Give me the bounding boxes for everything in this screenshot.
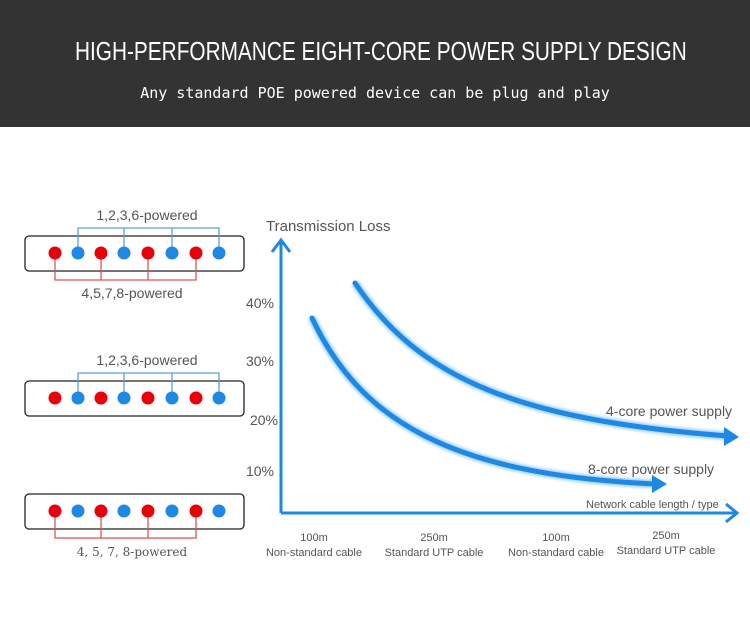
x-tick-type: Non-standard cable xyxy=(508,547,604,559)
y-tick: 40% xyxy=(246,295,274,311)
red-pin xyxy=(48,246,62,260)
rj45-connector: 1,2,3,6-powered 4,5,7,8-powered xyxy=(24,207,245,301)
connector-body xyxy=(24,380,245,417)
series-label-4-core: 4-core power supply xyxy=(606,403,732,419)
red-pin xyxy=(94,246,108,260)
red-pin xyxy=(189,246,203,260)
rj45-connector: 1,2,3,6-powered xyxy=(24,352,245,417)
blue-pin xyxy=(165,391,179,405)
y-tick: 10% xyxy=(246,463,274,479)
arrowhead-icon xyxy=(652,475,667,493)
x-tick-type: Non-standard cable xyxy=(266,547,362,559)
rj45-connector: 4, 5, 7, 8-powered xyxy=(24,493,245,559)
blue-pin xyxy=(165,504,179,518)
x-tick-length: 100m xyxy=(542,532,570,544)
y-tick: 30% xyxy=(246,353,274,369)
y-axis-title: Transmission Loss xyxy=(266,218,390,235)
blue-pin xyxy=(71,391,85,405)
page-subtitle: Any standard POE powered device can be p… xyxy=(140,84,610,102)
blue-pin xyxy=(165,246,179,260)
curve-8-core xyxy=(309,315,659,487)
x-axis-arrow-icon xyxy=(725,502,740,524)
chart: Transmission Loss 40% 30% 20% 10% Networ… xyxy=(246,218,740,559)
red-pin xyxy=(141,391,155,405)
blue-pin xyxy=(71,246,85,260)
red-pin xyxy=(141,504,155,518)
y-tick: 20% xyxy=(250,412,278,428)
red-pin xyxy=(94,391,108,405)
red-pin xyxy=(48,504,62,518)
blue-pin xyxy=(117,391,131,405)
page-title: HIGH-PERFORMANCE EIGHT-CORE POWER SUPPLY… xyxy=(75,36,687,66)
x-tick-length: 250m xyxy=(420,532,448,544)
connector-body xyxy=(24,493,245,530)
blue-pin xyxy=(212,504,226,518)
red-pin xyxy=(48,391,62,405)
blue-pins-label: 1,2,3,6-powered xyxy=(96,352,197,368)
arrowhead-icon xyxy=(724,427,739,446)
series-label-8-core: 8-core power supply xyxy=(588,461,714,477)
x-axis-title: Network cable length / type xyxy=(586,499,719,511)
blue-pin xyxy=(117,504,131,518)
blue-pins-label: 1,2,3,6-powered xyxy=(96,207,197,223)
blue-pin xyxy=(117,246,131,260)
connector-body xyxy=(24,235,245,272)
x-tick-length: 250m xyxy=(652,530,680,542)
curve-4-core xyxy=(352,280,731,439)
red-pin xyxy=(141,246,155,260)
x-tick-type: Standard UTP cable xyxy=(385,547,484,559)
red-pins-label: 4,5,7,8-powered xyxy=(81,285,182,301)
x-tick-length: 100m xyxy=(300,532,328,544)
blue-pin xyxy=(212,246,226,260)
header-banner: HIGH-PERFORMANCE EIGHT-CORE POWER SUPPLY… xyxy=(0,0,750,127)
red-pin xyxy=(189,391,203,405)
y-axis-arrow-icon xyxy=(270,237,292,253)
x-tick-type: Standard UTP cable xyxy=(617,545,716,557)
red-pins-label: 4, 5, 7, 8-powered xyxy=(77,545,188,559)
red-pin xyxy=(94,504,108,518)
red-pin xyxy=(189,504,203,518)
blue-pin xyxy=(212,391,226,405)
blue-pin xyxy=(71,504,85,518)
